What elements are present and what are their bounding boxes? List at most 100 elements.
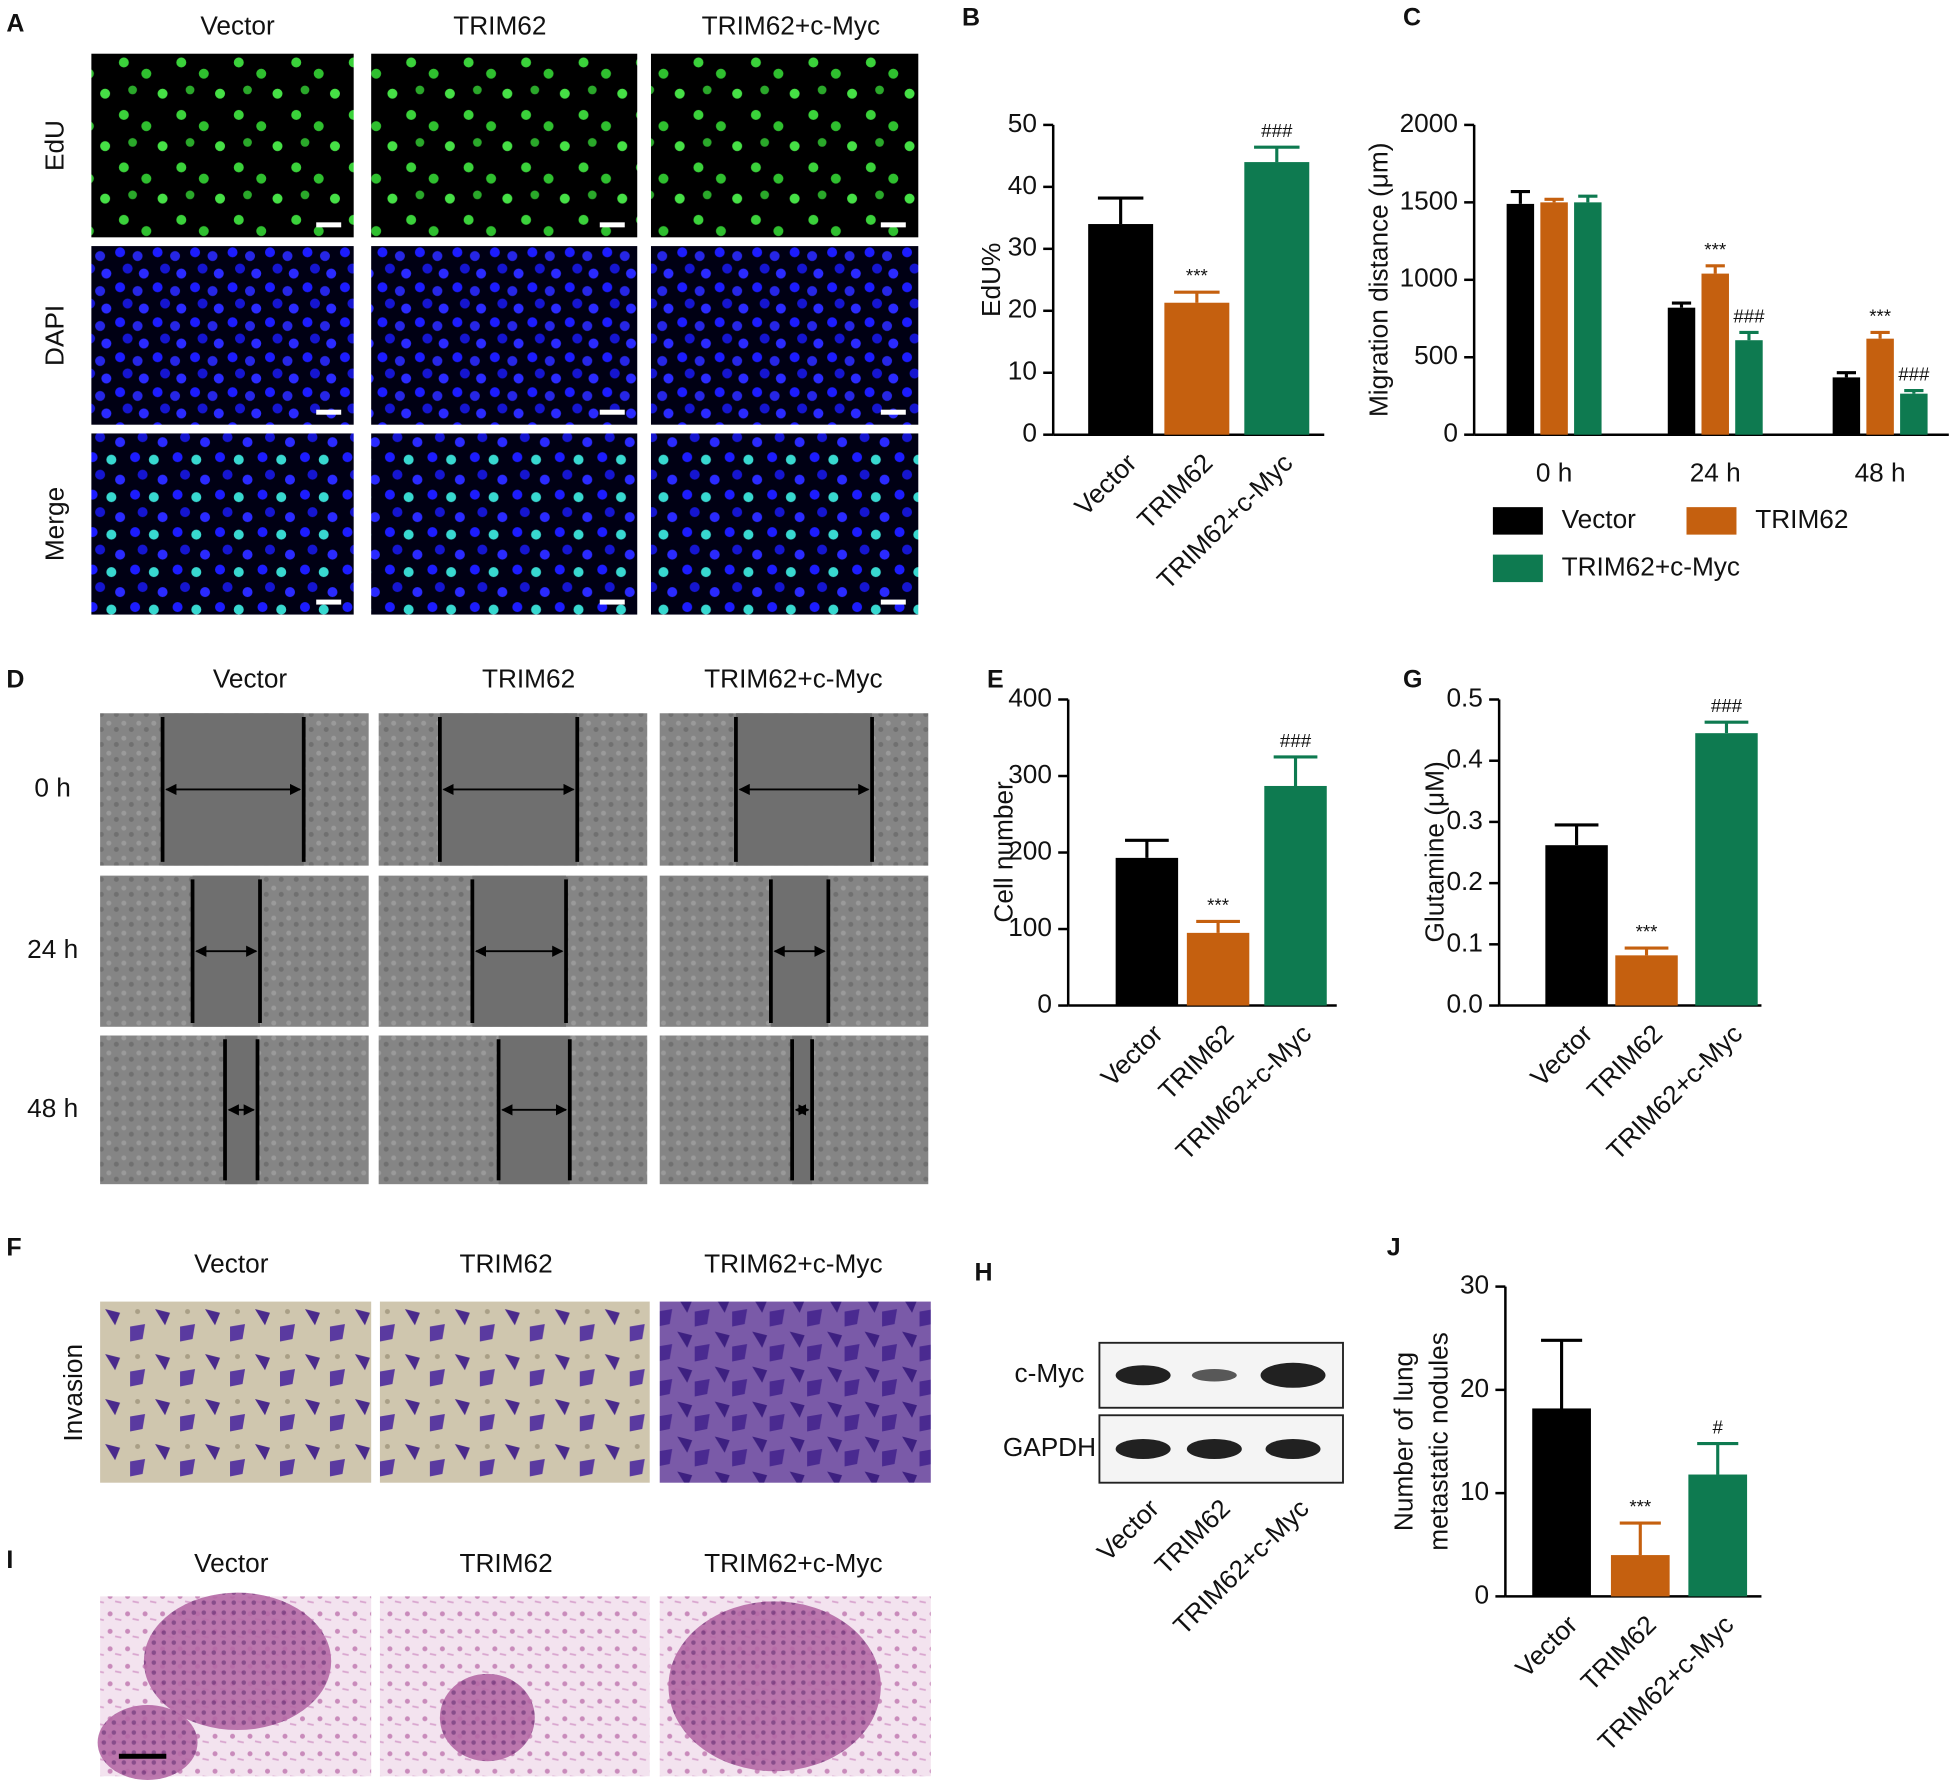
scale-bar [599, 222, 625, 228]
y-tick-label: 30 [1460, 1270, 1489, 1300]
x-tick-label: TRIM62+c-Myc [1601, 1018, 1748, 1165]
y-tick-label: 200 [1008, 835, 1052, 865]
bar [1186, 932, 1250, 1006]
bar [1701, 273, 1729, 435]
y-tick-label: 0 [1475, 1579, 1490, 1609]
blot-band [1115, 1365, 1171, 1386]
bar [1115, 857, 1179, 1006]
error-bar [1544, 197, 1564, 203]
y-tick-label: 30 [1008, 232, 1037, 262]
micrograph [371, 246, 638, 425]
y-tick-label: 1500 [1400, 185, 1458, 215]
x-tick-label: 24 h [1690, 458, 1741, 488]
y-tick-label: 0 [1443, 418, 1458, 448]
scale-bar [880, 599, 906, 605]
micrograph [91, 53, 354, 238]
bar [1264, 785, 1327, 1006]
row-label: 24 h [27, 934, 78, 964]
legend-swatch [1492, 554, 1543, 583]
column-header: TRIM62 [459, 1548, 552, 1578]
significance-label: ### [1733, 305, 1765, 326]
significance-label: *** [1636, 921, 1658, 942]
legend-label: Vector [1562, 504, 1637, 534]
blot-band [1186, 1438, 1242, 1459]
significance-label: ### [1280, 730, 1312, 751]
scale-bar [316, 409, 342, 415]
y-tick-label: 20 [1460, 1373, 1489, 1403]
error-bar [1739, 330, 1759, 341]
row-label: Invasion [58, 1344, 88, 1442]
y-tick-label: 0 [1022, 418, 1037, 448]
y-axis-label: Number of lung [1388, 1352, 1418, 1531]
bar [1832, 377, 1861, 435]
x-tick-label: 48 h [1855, 458, 1906, 488]
y-axis-label: Glutamine (μM) [1420, 761, 1450, 942]
micrograph [650, 246, 919, 425]
x-tick-label: TRIM62+c-Myc [1151, 448, 1298, 595]
scale-bar [880, 222, 906, 228]
blot-band [1191, 1369, 1237, 1382]
micrograph [91, 433, 354, 615]
y-axis-label: EdU% [976, 243, 1006, 317]
y-tick-label: 0.4 [1446, 744, 1482, 774]
y-axis-label: Cell number [989, 781, 1019, 923]
blot-band [1265, 1438, 1321, 1459]
scale-bar [118, 1753, 167, 1759]
column-header: Vector [194, 1248, 269, 1278]
y-tick-label: 100 [1008, 912, 1052, 942]
micrograph [91, 246, 354, 425]
bar [1735, 340, 1763, 435]
error-bar [1196, 919, 1240, 933]
blot-band [1260, 1362, 1326, 1388]
panel-letter: A [6, 10, 24, 38]
nodule [668, 1601, 881, 1772]
row-label: c-Myc [1014, 1358, 1084, 1388]
y-tick-label: 40 [1008, 170, 1037, 200]
y-tick-label: 10 [1460, 1476, 1489, 1506]
row-label: DAPI [39, 305, 69, 366]
error-bar [1254, 145, 1300, 163]
error-bar [1578, 194, 1598, 203]
column-header: TRIM62+c-Myc [704, 664, 882, 694]
error-bar [1904, 388, 1924, 394]
bar [1866, 338, 1894, 435]
bar [1667, 307, 1696, 435]
error-bar [1174, 290, 1220, 303]
scale-bar [316, 222, 342, 228]
x-tick-label: TRIM62+c-Myc [1592, 1609, 1739, 1756]
column-header: Vector [213, 664, 288, 694]
error-bar [1541, 1338, 1583, 1409]
bar [1164, 302, 1230, 435]
bar [1574, 202, 1602, 435]
bar [1900, 393, 1928, 435]
y-tick-label: 300 [1008, 759, 1052, 789]
y-axis-label: Migration distance (μm) [1363, 143, 1393, 417]
panel-letter: G [1403, 665, 1422, 693]
y-tick-label: 2000 [1400, 108, 1458, 138]
bar [1615, 955, 1678, 1006]
y-tick-label: 400 [1008, 682, 1052, 712]
significance-label: *** [1186, 265, 1208, 286]
scale-bar [880, 409, 906, 415]
error-bar [1671, 301, 1692, 308]
invasion-image [659, 1301, 931, 1483]
blot-band [1115, 1438, 1171, 1459]
significance-label: ### [1261, 120, 1293, 141]
significance-label: # [1713, 1417, 1724, 1438]
error-bar [1125, 838, 1169, 858]
nodule [143, 1592, 332, 1731]
x-tick-label: TRIM62+c-Myc [1170, 1018, 1317, 1165]
significance-label: ### [1898, 364, 1930, 385]
bar [1244, 162, 1310, 435]
x-tick-label: Vector [1068, 447, 1142, 521]
bar [1688, 1474, 1748, 1597]
row-label: 48 h [27, 1093, 78, 1123]
error-bar [1697, 1441, 1739, 1475]
panel-letter: E [987, 665, 1004, 693]
y-axis-label: metastatic nodules [1423, 1332, 1453, 1551]
row-label: EdU [39, 120, 69, 171]
bar [1088, 224, 1154, 435]
panel-letter: B [962, 3, 980, 31]
bar [1695, 733, 1758, 1006]
